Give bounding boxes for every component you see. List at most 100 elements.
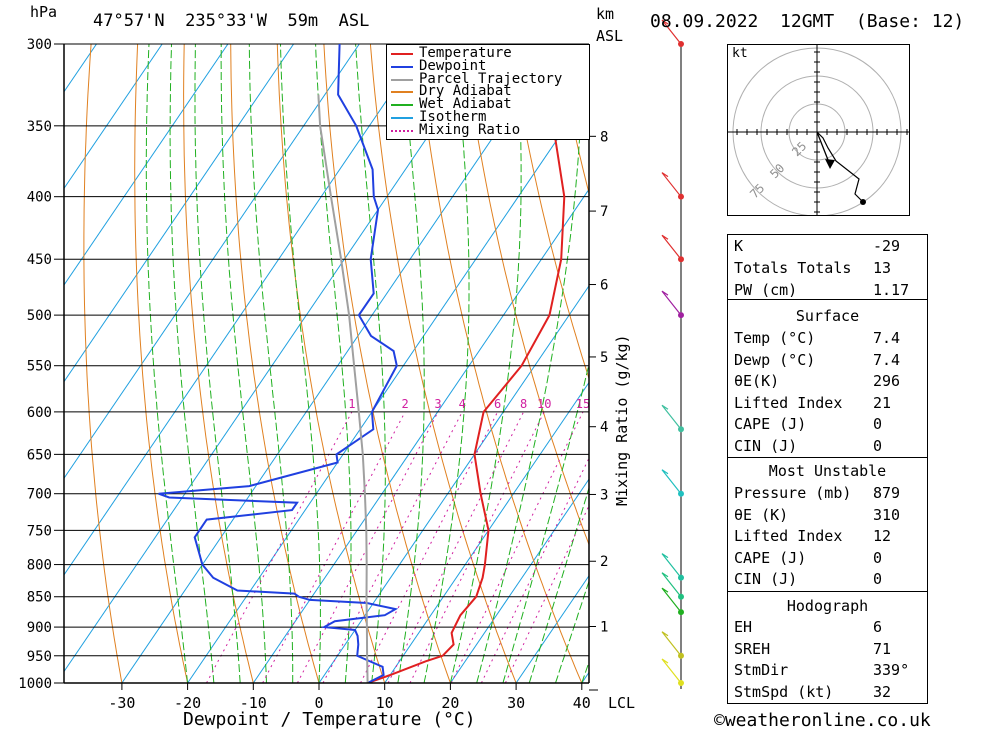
- divider: [728, 591, 927, 592]
- legend-item: Isotherm: [391, 110, 587, 124]
- stat-value: 296: [873, 372, 901, 391]
- stat-value: 0: [873, 415, 883, 434]
- km-tick-label: 7: [600, 204, 608, 220]
- wind-barb-icon: [661, 19, 682, 45]
- pressure-tick-label: 550: [27, 359, 52, 375]
- stat-value: 6: [873, 618, 883, 636]
- stat-value: 0: [873, 437, 883, 455]
- legend-swatch: [391, 53, 413, 55]
- mixing-ratio-line: [409, 411, 545, 683]
- isotherm-line: [64, 44, 492, 673]
- km-tick-label: 4: [600, 420, 608, 436]
- wind-barb-icon: [661, 234, 682, 260]
- stat-label: Pressure (mb): [734, 484, 852, 502]
- stat-value: 32: [873, 682, 892, 701]
- hodograph-ring-label: 25: [789, 139, 809, 159]
- wind-barb-icon: [661, 658, 682, 684]
- legend-item: Mixing Ratio: [391, 121, 587, 138]
- copyright-label: ©weatheronline.co.uk: [714, 710, 931, 731]
- stat-label: CIN (J): [734, 437, 798, 455]
- stat-value: 21: [873, 393, 892, 412]
- location-label: 47°57'N 235°33'W 59m ASL: [93, 11, 370, 31]
- dry-adiabat-line: [509, 44, 589, 381]
- wet-adiabat-line: [169, 44, 215, 683]
- x-tick-label: 10: [376, 694, 394, 712]
- legend-label: Mixing Ratio: [419, 121, 521, 138]
- pressure-tick-label: 450: [27, 252, 52, 268]
- wind-barb-icon: [661, 553, 682, 579]
- x-axis-label: Dewpoint / Temperature (°C): [183, 709, 476, 730]
- stat-value: 7.4: [873, 329, 901, 347]
- wet-adiabat-line: [528, 486, 589, 683]
- mixing-ratio-tick-label: 3: [434, 397, 441, 411]
- mixing-ratio-tick-label: 2: [401, 397, 408, 411]
- stat-value: 339°: [873, 661, 910, 680]
- stat-row: Lifted Index 21: [734, 394, 921, 415]
- mixing-ratio-line: [387, 411, 525, 683]
- dry-adiabat-line: [230, 44, 320, 683]
- mixing-ratio-tick-label: 1: [348, 397, 355, 411]
- isotherm-line: [252, 188, 589, 683]
- mixing-ratio-tick-label: 15: [576, 397, 590, 411]
- dry-adiabat-line: [976, 44, 1000, 683]
- stat-row: Lifted Index 12: [734, 527, 921, 548]
- stat-row: Dewp (°C) 7.4: [734, 351, 921, 372]
- legend-item: Parcel Trajectory: [391, 72, 587, 86]
- stat-label: Lifted Index: [734, 527, 843, 546]
- indices-panel: K -29 Totals Totals 13 PW (cm) 1.17: [727, 234, 928, 301]
- hodograph-ring-label: 50: [767, 161, 787, 181]
- isotherm-line: [64, 44, 295, 383]
- stat-row: StmDir 339°: [734, 661, 921, 682]
- series-line-dewpoint: [158, 44, 399, 683]
- datetime-label: 08.09.2022 12GMT (Base: 12): [650, 11, 965, 32]
- series-line-temperature: [367, 44, 566, 683]
- isotherm-line: [64, 44, 229, 286]
- wind-barbs: [661, 19, 684, 689]
- k-index-row: K -29: [734, 237, 901, 255]
- legend-label: Temperature: [419, 45, 512, 61]
- arrow-head-icon: [825, 159, 835, 169]
- km-tick-label: 8: [600, 129, 608, 145]
- wind-barb-icon: [661, 290, 682, 316]
- x-tick-label: 20: [441, 694, 459, 712]
- hpa-unit-label: hPa: [30, 3, 58, 21]
- legend-item: Dewpoint: [391, 59, 587, 73]
- pressure-tick-label: 350: [27, 119, 52, 135]
- stat-row: EH 6: [734, 618, 921, 639]
- x-tick-label: 40: [573, 694, 591, 712]
- stat-label: CAPE (J): [734, 415, 807, 434]
- stat-row: θE(K) 296: [734, 372, 921, 393]
- pressure-gridlines: 300 350 400 450 500 550 600 650 700 750 800 850 900 9…: [18, 37, 589, 692]
- stats-panel: Surface Temp (°C) 7.4 Dewp (°C) 7.4 θE(K) 296…: [727, 299, 928, 704]
- pressure-tick-label: 650: [27, 447, 52, 463]
- legend-item: Dry Adiabat: [391, 84, 587, 98]
- stat-label: θE(K): [734, 372, 780, 391]
- stat-label: Lifted Index: [734, 393, 843, 412]
- most-unstable-title: Most Unstable: [768, 462, 887, 480]
- wet-adiabat-line: [355, 44, 386, 683]
- stat-label: Dewp (°C): [734, 350, 816, 369]
- lcl-label: LCL: [608, 694, 636, 712]
- stat-label: EH: [734, 618, 753, 636]
- stat-row: StmSpd (kt) 32: [734, 683, 921, 704]
- stat-value: 0: [873, 570, 883, 589]
- wet-adiabat-line: [315, 44, 352, 683]
- axes: -30 -20 -10 0 10 20 30 40 1 2 3 4 5 6 7 8: [63, 44, 608, 712]
- hodograph: 25 50 75 kt: [727, 44, 910, 216]
- wind-barb-icon: [661, 172, 682, 198]
- wet-adiabat-line: [145, 44, 189, 683]
- legend-label: Wet Adiabat: [419, 96, 512, 113]
- mixing-ratio-axis-label: Mixing Ratio (g/kg): [613, 334, 631, 506]
- stat-value: 879: [873, 484, 901, 502]
- legend-swatch: [391, 104, 413, 107]
- stat-row: CAPE (J) 0: [734, 549, 921, 570]
- stat-label: CIN (J): [734, 570, 798, 589]
- stat-row: SREH 71: [734, 640, 921, 661]
- stat-label: Temp (°C): [734, 329, 816, 347]
- x-tick-label: 0: [314, 694, 323, 712]
- pw-row: PW (cm) 1.17: [734, 281, 910, 299]
- wind-barb-icon: [661, 404, 682, 430]
- wind-barb-icon: [661, 572, 682, 598]
- asl-label: ASL: [596, 27, 624, 45]
